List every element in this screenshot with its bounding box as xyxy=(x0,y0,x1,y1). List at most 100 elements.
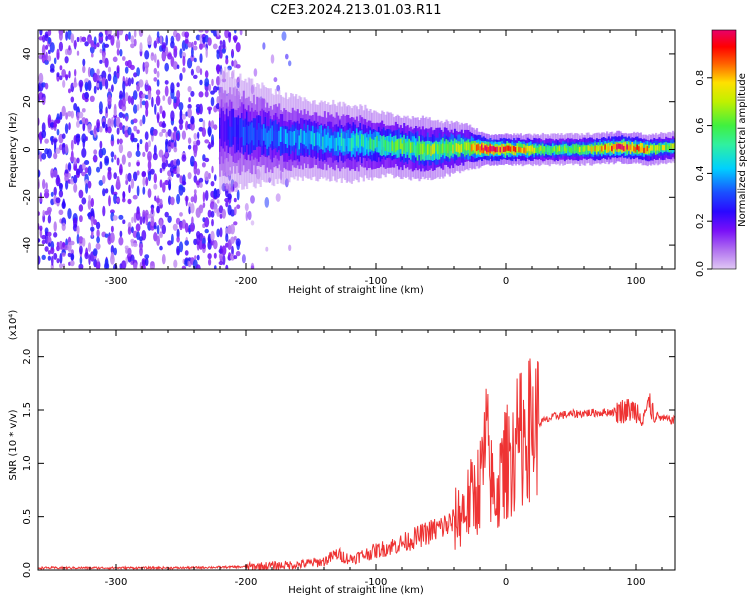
spectrogram-cell xyxy=(69,155,75,162)
snr-ytick-label: 2.0 xyxy=(22,349,33,365)
spectrogram-cell xyxy=(184,250,189,256)
spectrogram-cell xyxy=(115,178,121,188)
spectrogram-cell xyxy=(70,96,75,103)
spectrogram-ridge-cell xyxy=(398,139,401,150)
spectrogram-cell xyxy=(46,206,52,213)
spectrogram-ridge-cell xyxy=(469,144,472,152)
spectrogram-cell xyxy=(153,144,157,156)
spectrogram-cell xyxy=(130,178,135,189)
spectrogram-ridge-cell xyxy=(389,142,392,153)
spectrogram-ridge-cell xyxy=(442,143,445,153)
spectrogram-ridge-cell xyxy=(562,146,565,152)
spectrogram-cell xyxy=(39,197,43,202)
spectrogram-ridge-cell xyxy=(612,144,615,150)
spectrogram-cell xyxy=(59,75,63,81)
spectrogram-cell xyxy=(219,50,223,59)
spectrogram-ridge-cell xyxy=(339,137,342,151)
spectrogram-cell xyxy=(81,133,87,144)
spectrogram-ridge-cell xyxy=(470,144,473,152)
spectrogram-ridge-cell xyxy=(594,145,597,152)
spectrogram-cell xyxy=(93,125,97,135)
spectrogram-cell xyxy=(111,157,114,163)
spectrogram-cell xyxy=(99,161,103,170)
snr-xtick-label: 100 xyxy=(626,577,645,588)
spectrogram-cell xyxy=(162,110,166,119)
spectrogram-cell xyxy=(221,245,227,256)
spectrogram-cell xyxy=(176,90,181,100)
spectrogram-cell xyxy=(250,195,255,204)
spectrogram-ridge-cell xyxy=(457,143,460,153)
spectrogram-cell xyxy=(204,157,210,163)
spectrogram-cell xyxy=(141,230,147,241)
spectrogram-cell xyxy=(61,252,66,257)
spectrogram-cell xyxy=(127,247,132,257)
spectrogram-cell xyxy=(125,256,128,265)
spectrogram-cell xyxy=(55,176,61,187)
spectrogram-cell xyxy=(70,139,74,151)
spectrogram-cell xyxy=(153,225,157,230)
spectrogram-cell xyxy=(45,51,48,62)
spectrogram-ridge-cell xyxy=(312,131,315,145)
spectrogram-ridge-cell xyxy=(224,121,227,142)
spectrogram-ridge-cell xyxy=(487,147,490,153)
spectrogram-ridge-cell xyxy=(266,132,269,149)
spectrogram-ridge-cell xyxy=(278,130,281,147)
spectrogram-ridge-cell xyxy=(227,119,230,140)
spectrogram-cell xyxy=(190,161,195,167)
spectrogram-cell xyxy=(113,32,118,38)
spectrogram-cell xyxy=(136,161,140,167)
spectrogram-ridge-cell xyxy=(514,147,517,153)
spectrogram-cell xyxy=(224,30,230,39)
spectrogram-cell xyxy=(84,41,89,47)
spectrogram-cell xyxy=(41,96,46,106)
spectrogram-cell xyxy=(90,41,95,48)
spectrogram-cell xyxy=(62,79,66,88)
spectrogram-ridge-cell xyxy=(555,148,558,154)
spectrogram-ridge-cell xyxy=(629,144,632,150)
spectrogram-cell xyxy=(67,162,72,171)
spectrogram-ridge-cell xyxy=(614,144,617,150)
spectrogram-ridge-cell xyxy=(435,141,438,152)
spectrogram-cell xyxy=(153,40,157,49)
spectrogram-cell xyxy=(193,189,197,195)
spectrogram-cell xyxy=(231,245,234,257)
spectrogram-ridge-cell xyxy=(528,145,531,152)
spectrogram-cell xyxy=(58,31,63,41)
spectrogram-cell xyxy=(139,119,143,127)
spectrogram-ridge-cell xyxy=(237,124,240,144)
spectrogram-cell xyxy=(139,216,143,226)
spectrogram-cell xyxy=(99,140,103,149)
spectrogram-ridge-cell xyxy=(421,143,424,155)
spectrogram-cell xyxy=(190,202,195,214)
spectrogram-cell xyxy=(202,119,206,129)
spectrogram-cell xyxy=(193,57,197,63)
spectrogram-cell xyxy=(138,79,144,88)
spectrogram-cell xyxy=(210,210,215,218)
spectrogram-cell xyxy=(44,82,49,90)
spectrogram-cell xyxy=(196,168,201,176)
spectrogram-ridge-cell xyxy=(524,147,528,154)
spectrogram-cell xyxy=(108,88,111,93)
spectrogram-cell xyxy=(75,133,81,139)
spectrogram-cell xyxy=(132,118,138,124)
spectrogram-cell xyxy=(199,103,203,115)
spectrogram-cell xyxy=(211,165,214,174)
spectrogram-cell xyxy=(68,70,71,79)
spectrogram-ridge-cell xyxy=(354,135,357,149)
spectrogram-cell xyxy=(112,74,118,85)
spectrogram-cell xyxy=(210,230,215,242)
spectrogram-ridge-cell xyxy=(313,133,316,147)
spectrogram-cell xyxy=(42,57,46,62)
spectrogram-cell xyxy=(122,113,126,119)
spectrogram-ridge-cell xyxy=(350,137,353,151)
spectrogram-cell xyxy=(144,94,149,100)
spectrogram-cell xyxy=(210,139,215,148)
spectrogram-cell xyxy=(173,146,178,153)
spectrogram-xtick-label: -200 xyxy=(235,276,258,287)
spectrogram-cell xyxy=(159,35,163,45)
spectrogram-cell xyxy=(142,177,146,187)
spectrogram-cell xyxy=(202,191,206,203)
spectrogram-ridge-cell xyxy=(636,144,639,150)
spectrogram-cell xyxy=(236,204,241,209)
